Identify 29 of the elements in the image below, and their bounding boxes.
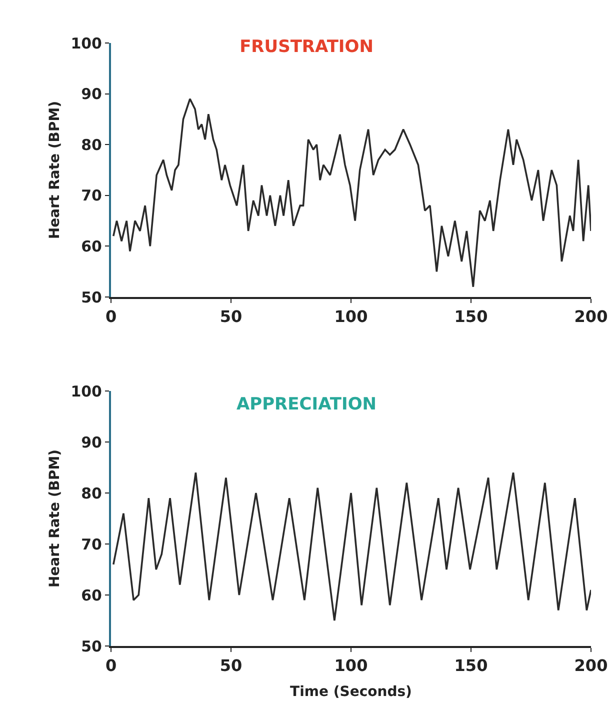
x-tick-label: 200 — [574, 307, 608, 326]
y-tick-label: 80 — [81, 136, 102, 154]
x-tick-label: 200 — [574, 656, 608, 676]
y-tick-label: 80 — [81, 484, 102, 502]
x-tick-label: 0 — [105, 656, 117, 676]
x-axis-title: Time (Seconds) — [290, 684, 412, 700]
y-tick-label: 70 — [81, 535, 102, 554]
y-tick-label: 50 — [81, 637, 102, 656]
line-series — [112, 98, 591, 288]
y-tick-label: 70 — [81, 186, 102, 205]
y-tick-label: 100 — [70, 382, 102, 400]
x-tick-label: 50 — [220, 656, 242, 676]
y-tick-label: 60 — [81, 586, 102, 604]
x-tick-label: 150 — [454, 307, 488, 326]
chart-title: FRUSTRATION — [240, 37, 374, 58]
x-tick-label: 0 — [105, 307, 117, 326]
y-tick-label: 90 — [81, 85, 102, 104]
chart-title: APPRECIATION — [236, 394, 377, 414]
y-tick-label: 60 — [81, 237, 102, 256]
y-tick-label: 100 — [70, 34, 102, 52]
x-tick-label: 100 — [334, 656, 368, 676]
y-tick-label: 90 — [81, 433, 102, 452]
y-axis-title: Heart Rate (BPM) — [46, 449, 63, 588]
x-tick-label: 50 — [220, 307, 242, 326]
x-tick-label: 150 — [454, 656, 488, 676]
line-series — [112, 472, 591, 622]
y-tick-label: 50 — [81, 288, 102, 306]
x-tick-label: 100 — [334, 307, 368, 326]
y-axis-title: Heart Rate (BPM) — [46, 100, 63, 240]
